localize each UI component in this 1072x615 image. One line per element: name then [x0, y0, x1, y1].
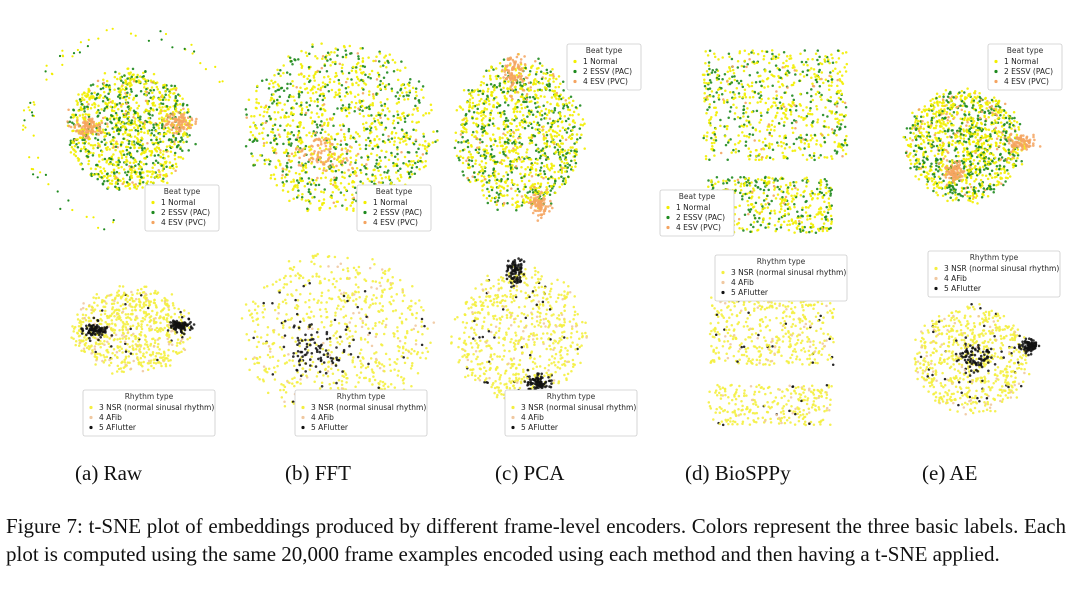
- figure-caption: Figure 7: t-SNE plot of embeddings produ…: [6, 514, 1066, 566]
- svg-text:4 ESV (PVC): 4 ESV (PVC): [373, 218, 418, 227]
- svg-text:Beat type: Beat type: [164, 187, 201, 196]
- subcaption-raw: (a) Raw: [75, 461, 143, 485]
- svg-text:5 AFlutter: 5 AFlutter: [311, 423, 349, 432]
- panel-1-rhythm: Rhythm type 3 NSR (normal sinusal rhythm)…: [70, 285, 216, 437]
- subcaption-fft: (b) FFT: [285, 461, 351, 485]
- svg-text:4 AFib: 4 AFib: [311, 413, 334, 422]
- svg-text:1 Normal: 1 Normal: [161, 198, 195, 207]
- svg-text:5 AFlutter: 5 AFlutter: [99, 423, 137, 432]
- svg-text:Rhythm type: Rhythm type: [125, 392, 174, 401]
- subcaption-ae: (e) AE: [922, 461, 978, 485]
- svg-text:2 ESSV (PAC): 2 ESSV (PAC): [373, 208, 422, 217]
- svg-text:Beat type: Beat type: [376, 187, 413, 196]
- svg-text:4 ESV (PVC): 4 ESV (PVC): [161, 218, 206, 227]
- subcaption-biosppy: (d) BioSPPy: [685, 461, 791, 485]
- svg-text:2 ESSV (PAC): 2 ESSV (PAC): [161, 208, 210, 217]
- svg-text:Rhythm type: Rhythm type: [337, 392, 386, 401]
- panel-2-rhythm: Rhythm type 3 NSR (normal sinusal rhythm)…: [240, 252, 436, 437]
- svg-text:3 NSR (normal sinusal rhythm): 3 NSR (normal sinusal rhythm): [311, 403, 426, 412]
- svg-text:3 NSR (normal sinusal rhythm): 3 NSR (normal sinusal rhythm): [99, 403, 214, 412]
- subcaption-pca: (c) PCA: [495, 461, 565, 485]
- svg-text:1 Normal: 1 Normal: [373, 198, 407, 207]
- svg-text:4 AFib: 4 AFib: [99, 413, 122, 422]
